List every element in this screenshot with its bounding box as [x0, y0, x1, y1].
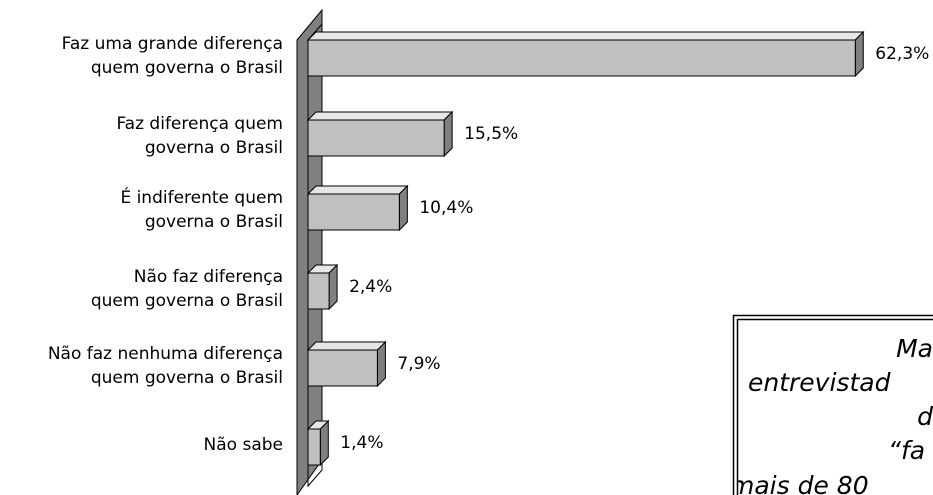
category-label: governa o Brasil	[145, 138, 283, 158]
category-label: É indiferente quem	[120, 186, 283, 208]
note-line: d	[917, 402, 933, 431]
bar-top	[306, 111, 454, 121]
bar-side	[319, 419, 329, 467]
wall-edge	[307, 22, 323, 488]
bar-top	[306, 185, 409, 195]
note-line: mais de 80	[730, 471, 869, 495]
category-label: quem governa o Brasil	[91, 291, 283, 311]
bar-side	[443, 110, 453, 158]
note-line: entrevistad	[748, 368, 891, 397]
bar	[306, 340, 387, 388]
category-label: Não faz diferença	[134, 267, 283, 287]
bar-top	[306, 31, 865, 41]
bar-side	[398, 184, 408, 232]
bar	[306, 419, 330, 467]
category-label: governa o Brasil	[145, 212, 283, 232]
value-label: 1,4%	[340, 433, 383, 453]
bar-side	[328, 263, 338, 311]
value-label: 2,4%	[349, 277, 392, 297]
category-label: Faz uma grande diferença	[62, 34, 283, 54]
bar	[306, 263, 339, 311]
bar-side	[376, 340, 386, 388]
value-label: 7,9%	[397, 354, 440, 374]
category-label: quem governa o Brasil	[91, 368, 283, 388]
note-line: Ma	[896, 334, 933, 363]
bar-top	[306, 341, 387, 351]
value-label: 62,3%	[875, 44, 929, 64]
category-label: quem governa o Brasil	[91, 58, 283, 78]
bar-front	[307, 119, 445, 157]
category-label: Não faz nenhuma diferença	[48, 344, 283, 364]
value-label: 15,5%	[464, 124, 518, 144]
bar-front	[307, 193, 400, 231]
note-line: “fa	[888, 436, 925, 465]
bar-front	[307, 272, 330, 310]
note-box	[732, 314, 933, 495]
bar	[306, 110, 454, 158]
bar	[306, 30, 865, 78]
category-label: Faz diferença quem	[116, 114, 283, 134]
bar-front	[307, 349, 378, 387]
bar	[306, 184, 409, 232]
value-label: 10,4%	[419, 198, 473, 218]
bar-side	[854, 30, 864, 78]
note-box-inner	[736, 318, 933, 495]
bar-front	[307, 39, 856, 77]
category-label: Não sabe	[204, 435, 283, 455]
bar-front	[307, 428, 321, 466]
